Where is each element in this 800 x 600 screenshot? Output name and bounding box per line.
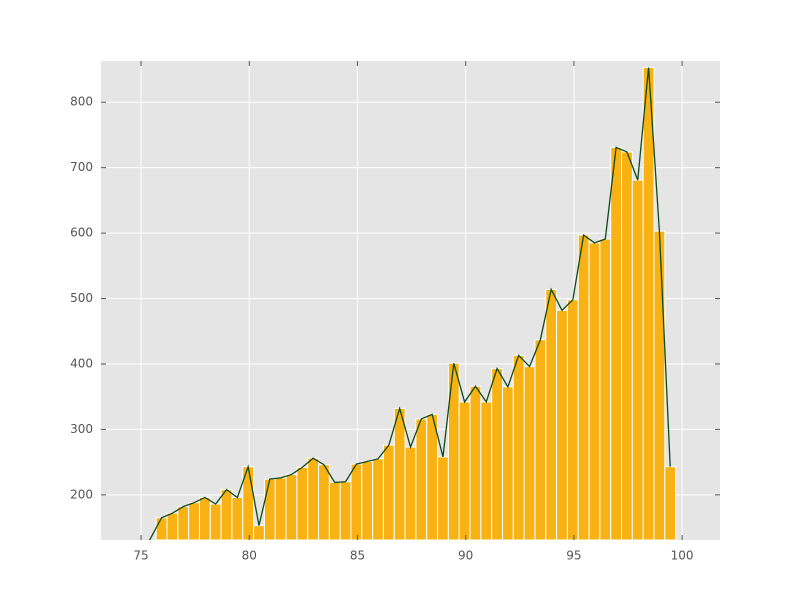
bar — [220, 489, 233, 540]
bar — [372, 458, 384, 540]
bar — [328, 481, 341, 540]
bar — [566, 299, 579, 540]
bar — [447, 362, 460, 540]
bar — [296, 466, 309, 540]
y-tick-label: 200 — [70, 487, 93, 501]
bar — [437, 456, 449, 540]
bar — [253, 525, 265, 540]
bar — [556, 309, 568, 540]
bar — [285, 474, 298, 540]
bar — [361, 460, 374, 540]
x-tick-label: 75 — [133, 549, 148, 563]
y-tick-label: 700 — [70, 160, 93, 174]
y-tick-label: 300 — [70, 422, 93, 436]
bar — [469, 385, 482, 540]
bar — [166, 512, 179, 540]
bar — [480, 401, 493, 540]
bar — [534, 339, 547, 540]
bar — [501, 386, 514, 540]
x-tick-label: 100 — [671, 549, 694, 563]
bar — [458, 401, 471, 540]
bar — [610, 146, 623, 540]
bar — [177, 506, 190, 540]
bar — [198, 496, 211, 540]
bar — [545, 288, 558, 540]
y-tick-label: 500 — [70, 291, 93, 305]
y-tick-label: 600 — [70, 226, 93, 240]
bar — [318, 464, 330, 540]
bar — [631, 179, 644, 540]
bar — [263, 478, 276, 540]
bar — [621, 151, 633, 540]
bar — [415, 418, 428, 540]
y-tick-label: 800 — [70, 95, 93, 109]
bar — [523, 366, 536, 540]
bar — [664, 466, 677, 540]
bar — [653, 230, 666, 540]
bar — [599, 238, 612, 540]
bar — [426, 413, 439, 540]
plot-layer — [101, 61, 720, 540]
bar — [274, 477, 287, 540]
bar — [393, 407, 406, 540]
bar — [155, 517, 168, 540]
bar — [491, 368, 503, 540]
bar — [642, 67, 655, 540]
x-tick-label: 85 — [350, 549, 365, 563]
bar — [350, 463, 363, 540]
bar — [209, 503, 222, 540]
bar — [588, 242, 601, 540]
bar — [404, 446, 417, 540]
bar — [382, 444, 395, 540]
line — [148, 67, 671, 540]
bar — [188, 502, 200, 540]
bar — [577, 234, 590, 540]
bar — [512, 354, 525, 540]
x-tick-label: 95 — [566, 549, 581, 563]
bar — [307, 457, 320, 540]
bar — [231, 496, 244, 540]
bar — [339, 481, 352, 540]
x-tick-label: 80 — [242, 549, 257, 563]
x-tick-label: 90 — [458, 549, 473, 563]
y-tick-label: 400 — [70, 356, 93, 370]
